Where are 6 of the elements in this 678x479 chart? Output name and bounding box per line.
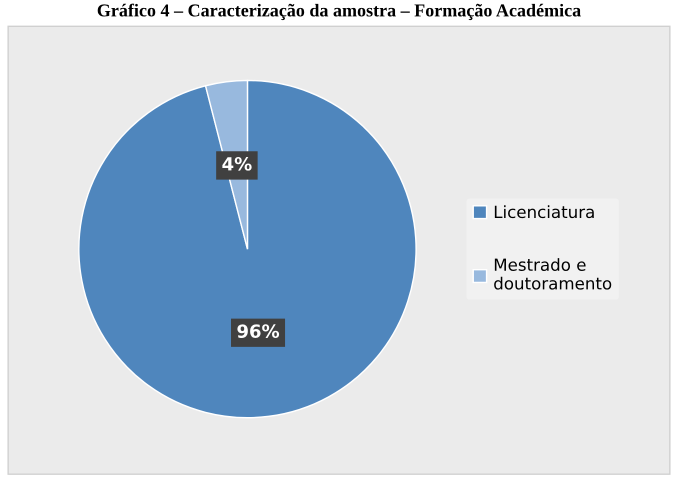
legend-label: Licenciatura [494,205,594,218]
data-label: 4% [222,157,252,171]
chart-title: Gráfico 4 – Caracterização da amostra – Formação Académica [98,4,581,20]
pie-slice [78,80,417,418]
legend-label: Mestrado e doutoramento [494,258,612,290]
data-label: 96% [237,324,280,338]
